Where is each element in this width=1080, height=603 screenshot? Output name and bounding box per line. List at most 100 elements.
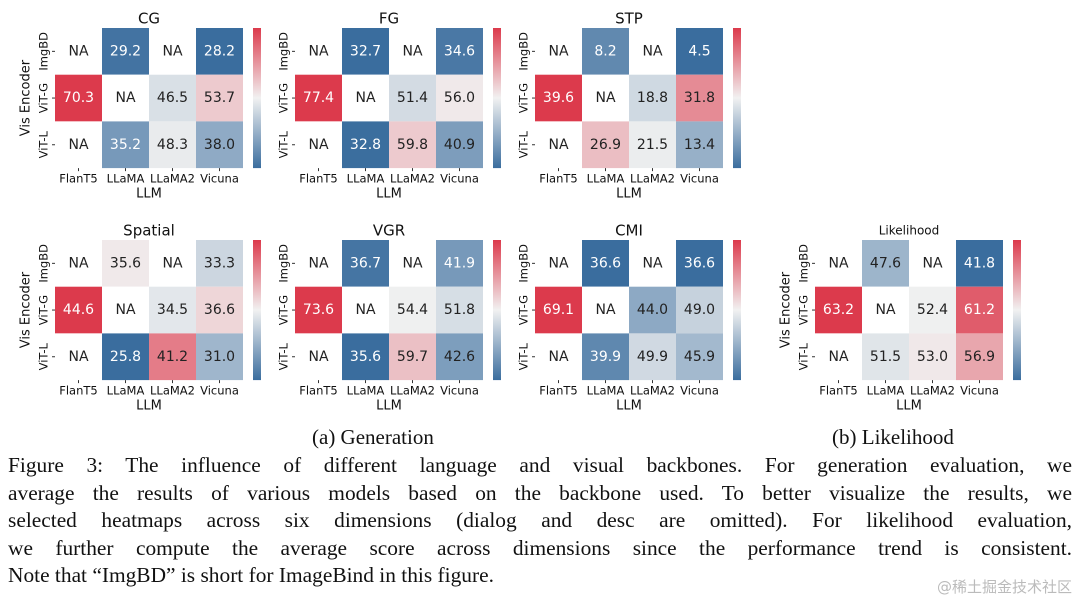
caption-line: average the results of various models ba… [8,480,1072,505]
heatmap-cell [102,286,149,334]
cell-label: 32.8 [350,137,381,153]
colorbar [253,28,261,169]
cell-label: 13.4 [684,137,715,153]
cell-label: 77.4 [303,90,334,106]
cell-label: NA [402,255,422,271]
heatmap-cell [629,333,676,381]
cell-label: NA [922,255,942,271]
x-tick-label: LLaMA [587,384,625,398]
heatmap-cell [956,240,1003,287]
heatmap-cell [956,333,1003,381]
cell-label: NA [308,255,328,271]
heatmap-cell [862,286,909,334]
x-tick-label: LLaMA [867,384,905,398]
cell-label: 39.6 [543,90,574,106]
cell-label: 48.3 [157,137,188,153]
heatmap-cell [676,74,723,122]
heatmap-cell [55,333,102,381]
heatmap-cell [436,74,483,122]
chart-title: CMI [615,222,643,240]
heatmap-cell [295,74,342,122]
x-axis-label: LLM [616,399,642,414]
caption-line: we further compute the average score acr… [8,535,1072,560]
heatmap-cell [342,74,389,122]
x-tick-label: Vicuna [200,172,239,186]
heatmap-cell [342,28,389,75]
heatmap-cell [676,333,723,381]
heatmap-cell [909,333,956,381]
heatmap-cell [149,121,196,169]
heatmap-cell [342,286,389,334]
cell-label: 44.0 [637,302,668,318]
y-tick-label: ViT-L [277,342,291,370]
cell-label: NA [162,43,182,59]
cell-label: NA [308,349,328,365]
heatmap-cell [909,240,956,287]
heatmap-cell [436,333,483,381]
x-tick-label: LLaMA2 [910,384,955,398]
heatmap-cell [909,286,956,334]
cell-label: 36.6 [204,302,235,318]
cell-label: 39.9 [590,349,621,365]
cell-label: 41.2 [157,349,188,365]
cell-label: 21.5 [637,137,668,153]
y-tick-label: ViT-G [517,83,531,113]
cell-label: 73.6 [303,302,334,318]
heatmap-cell [295,286,342,334]
cell-label: 34.6 [444,43,475,59]
heatmap-cell [149,333,196,381]
x-tick-label: FlanT5 [299,172,338,186]
heatmap-cell [629,74,676,122]
cell-label: NA [548,255,568,271]
x-tick-label: LLaMA2 [150,172,195,186]
y-tick-label: ViT-G [277,295,291,325]
cell-label: NA [68,137,88,153]
colorbar [493,240,501,381]
cell-label: 36.6 [684,255,715,271]
heatmap-cell [55,74,102,122]
x-axis-label: LLM [896,399,922,414]
x-tick-label: LLaMA2 [390,384,435,398]
heatmap-cell [149,74,196,122]
cell-label: 41.8 [964,255,995,271]
heatmap-cell [815,333,862,381]
x-tick-label: Vicuna [960,384,999,398]
x-tick-label: LLaMA2 [630,384,675,398]
heatmap-cell [389,333,436,381]
heatmap-cell [196,240,243,287]
cell-label: 41.9 [444,255,475,271]
y-tick-label: ViT-L [277,130,291,158]
cell-label: 35.6 [350,349,381,365]
caption-line: Note that “ImgBD” is short for ImageBind… [8,563,494,587]
x-tick-label: LLaMA [347,384,385,398]
heatmap-cell [342,240,389,287]
cell-label: 44.6 [63,302,94,318]
colorbar [253,240,261,381]
x-tick-label: FlanT5 [819,384,858,398]
x-axis-label: LLM [376,399,402,414]
heatmap-cell [629,286,676,334]
heatmap-cell [342,121,389,169]
cell-label: NA [308,137,328,153]
y-tick-label: ViT-G [37,83,51,113]
figure-caption: Figure 3: The influence of different lan… [8,452,1072,590]
heatmap-cell [436,121,483,169]
y-tick-label: ViT-L [517,342,531,370]
cell-label: NA [355,90,375,106]
heatmap-cell [102,28,149,75]
heatmap-cell [862,333,909,381]
cell-label: 42.6 [444,349,475,365]
heatmap-cell [629,240,676,287]
cell-label: 52.4 [917,302,948,318]
x-axis-label: LLM [136,187,162,202]
heatmap-cell [535,74,582,122]
heatmap-cell [102,121,149,169]
heatmap-cell [582,74,629,122]
heatmap-cell [389,28,436,75]
heatmap-cell [862,240,909,287]
chart-title: Spatial [123,222,175,240]
x-tick-label: LLaMA2 [630,172,675,186]
cell-label: NA [68,43,88,59]
cell-label: 35.2 [110,137,141,153]
cell-label: NA [548,43,568,59]
